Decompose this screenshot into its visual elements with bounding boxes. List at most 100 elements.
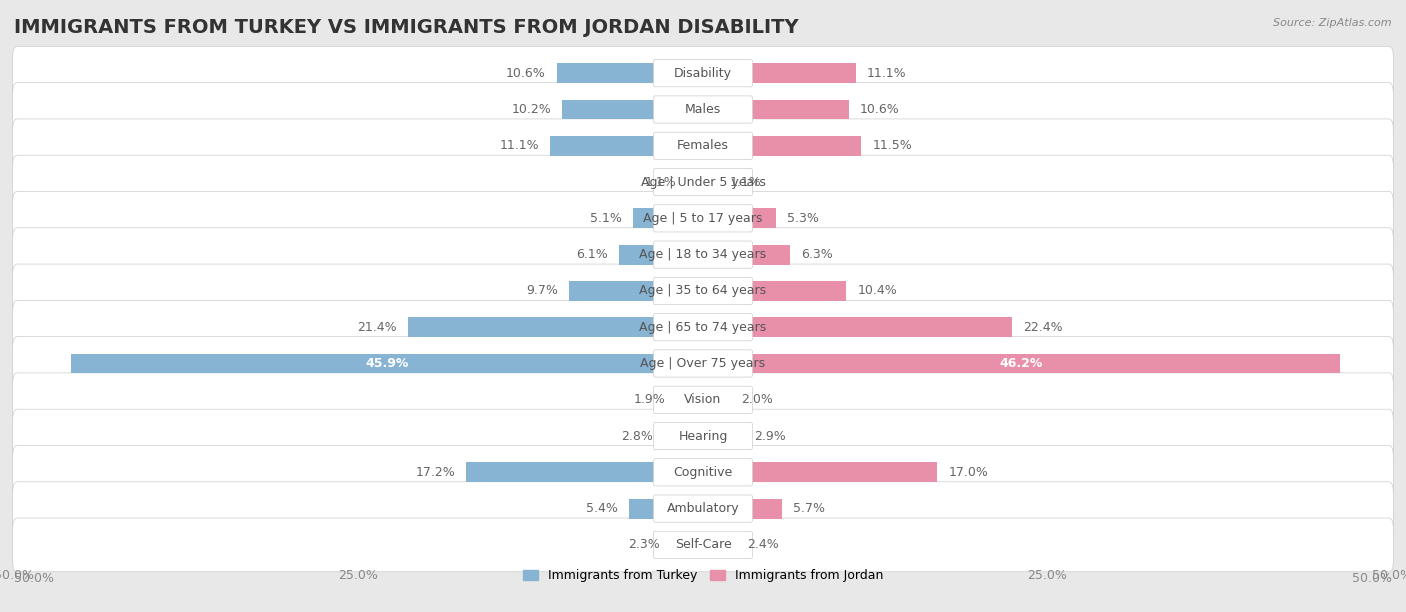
FancyBboxPatch shape [13,119,1393,173]
Bar [703,390,731,410]
Text: 2.4%: 2.4% [747,539,779,551]
FancyBboxPatch shape [654,350,752,377]
Bar [703,100,849,119]
FancyBboxPatch shape [13,409,1393,463]
FancyBboxPatch shape [654,59,752,87]
Legend: Immigrants from Turkey, Immigrants from Jordan: Immigrants from Turkey, Immigrants from … [517,564,889,588]
FancyBboxPatch shape [654,277,752,305]
Text: 22.4%: 22.4% [1022,321,1063,334]
Text: Self-Care: Self-Care [675,539,731,551]
Text: Age | 5 to 17 years: Age | 5 to 17 years [644,212,762,225]
FancyBboxPatch shape [654,96,752,123]
FancyBboxPatch shape [13,518,1393,572]
Text: IMMIGRANTS FROM TURKEY VS IMMIGRANTS FROM JORDAN DISABILITY: IMMIGRANTS FROM TURKEY VS IMMIGRANTS FRO… [14,18,799,37]
FancyBboxPatch shape [13,300,1393,354]
Text: 2.0%: 2.0% [741,394,773,406]
Bar [703,462,938,482]
Bar [569,281,703,301]
Bar [688,172,703,192]
Text: 5.4%: 5.4% [586,502,617,515]
Text: 10.2%: 10.2% [512,103,551,116]
Bar [703,354,1340,373]
Text: 17.0%: 17.0% [948,466,988,479]
Text: Age | 18 to 34 years: Age | 18 to 34 years [640,248,766,261]
FancyBboxPatch shape [654,241,752,268]
FancyBboxPatch shape [654,168,752,196]
Bar [619,245,703,264]
Text: Males: Males [685,103,721,116]
Text: 10.4%: 10.4% [858,285,897,297]
Text: 2.3%: 2.3% [628,539,661,551]
Text: 2.8%: 2.8% [621,430,654,442]
FancyBboxPatch shape [654,132,752,159]
Text: 50.0%: 50.0% [14,572,53,585]
Text: 10.6%: 10.6% [506,67,546,80]
Text: 11.1%: 11.1% [499,140,538,152]
Bar [703,317,1012,337]
Text: 17.2%: 17.2% [415,466,456,479]
Text: 5.3%: 5.3% [787,212,818,225]
Text: Vision: Vision [685,394,721,406]
FancyBboxPatch shape [13,264,1393,318]
FancyBboxPatch shape [654,386,752,413]
Bar [703,208,776,228]
FancyBboxPatch shape [13,155,1393,209]
FancyBboxPatch shape [654,205,752,232]
Text: Females: Females [678,140,728,152]
Text: 1.1%: 1.1% [730,176,761,188]
Bar [703,172,718,192]
Bar [633,208,703,228]
Bar [703,535,737,555]
Text: 5.1%: 5.1% [591,212,621,225]
Bar [703,63,856,83]
Bar [562,100,703,119]
FancyBboxPatch shape [654,422,752,450]
FancyBboxPatch shape [13,192,1393,245]
Text: Age | 65 to 74 years: Age | 65 to 74 years [640,321,766,334]
Text: 5.7%: 5.7% [793,502,824,515]
FancyBboxPatch shape [654,313,752,341]
Bar [703,499,782,518]
Text: Age | Over 75 years: Age | Over 75 years [641,357,765,370]
Text: 6.3%: 6.3% [801,248,832,261]
Text: 1.9%: 1.9% [634,394,666,406]
Bar [703,245,790,264]
Text: 1.1%: 1.1% [645,176,676,188]
Text: Ambulatory: Ambulatory [666,502,740,515]
Bar [465,462,703,482]
FancyBboxPatch shape [13,373,1393,427]
Bar [671,535,703,555]
Bar [408,317,703,337]
FancyBboxPatch shape [13,83,1393,136]
Text: 10.6%: 10.6% [860,103,900,116]
FancyBboxPatch shape [13,446,1393,499]
Text: 9.7%: 9.7% [526,285,558,297]
Bar [550,136,703,156]
Bar [676,390,703,410]
FancyBboxPatch shape [13,337,1393,390]
Bar [703,426,742,446]
FancyBboxPatch shape [654,459,752,486]
Text: 11.5%: 11.5% [873,140,912,152]
Bar [557,63,703,83]
Text: 21.4%: 21.4% [357,321,396,334]
Text: 2.9%: 2.9% [754,430,786,442]
Text: 11.1%: 11.1% [868,67,907,80]
Text: Age | Under 5 years: Age | Under 5 years [641,176,765,188]
Text: 45.9%: 45.9% [366,357,409,370]
FancyBboxPatch shape [13,228,1393,282]
Bar [70,354,703,373]
FancyBboxPatch shape [654,495,752,522]
Bar [628,499,703,518]
Text: 50.0%: 50.0% [1353,572,1392,585]
Bar [703,136,862,156]
FancyBboxPatch shape [654,531,752,559]
Bar [665,426,703,446]
Text: 6.1%: 6.1% [576,248,607,261]
Text: Age | 35 to 64 years: Age | 35 to 64 years [640,285,766,297]
FancyBboxPatch shape [13,47,1393,100]
Bar [703,281,846,301]
Text: Disability: Disability [673,67,733,80]
Text: Cognitive: Cognitive [673,466,733,479]
Text: Source: ZipAtlas.com: Source: ZipAtlas.com [1274,18,1392,28]
